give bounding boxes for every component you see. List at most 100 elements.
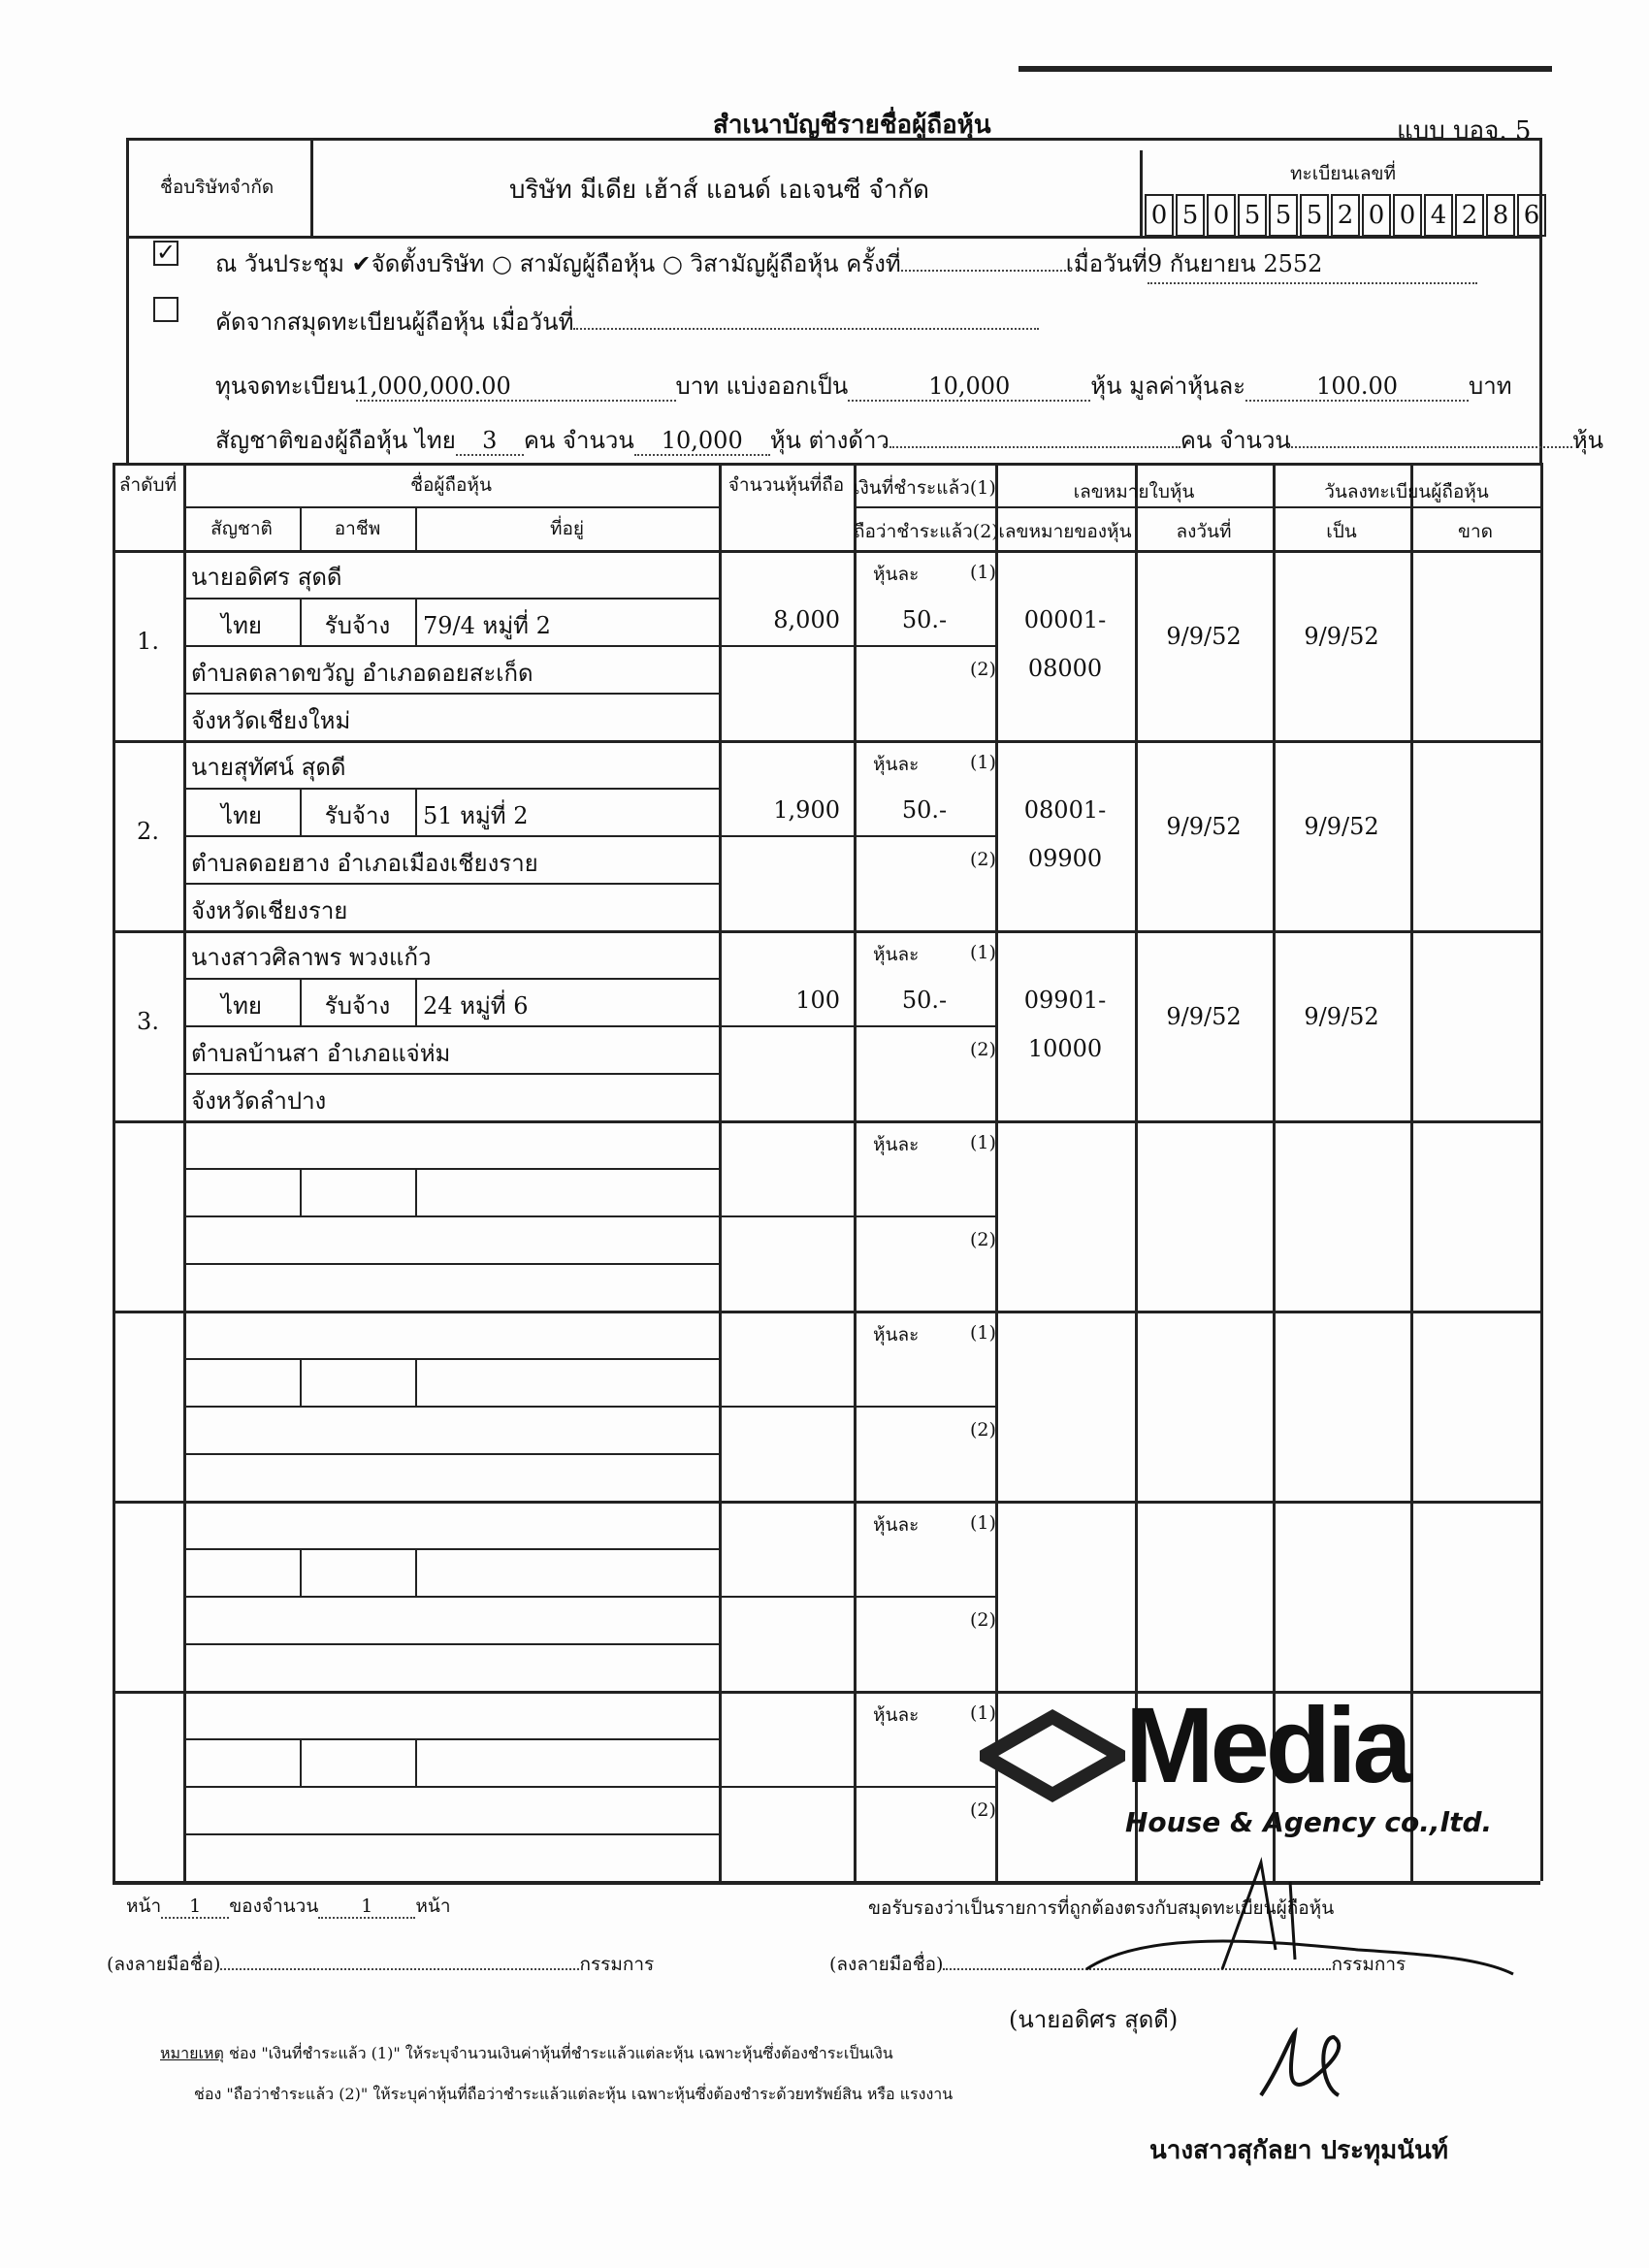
nat-person: คน จำนวน (523, 427, 634, 454)
per-share-label: หุ้นละ (873, 1324, 920, 1345)
per-share-label: หุ้นละ (873, 754, 920, 775)
header-cert: เลขหมายใบหุ้น (1073, 481, 1195, 502)
reg-digit: 5 (1238, 194, 1267, 237)
table-line (854, 463, 857, 1881)
table-line (183, 1643, 719, 1645)
copied-checkbox[interactable] (153, 297, 178, 322)
address-line-1: 79/4 หมู่ที่ 2 (423, 612, 551, 639)
form-code: แบบ บอจ. 5 (1397, 116, 1532, 146)
per-share-label: หุ้นละ (873, 564, 920, 585)
table-line (183, 1073, 719, 1075)
paid-per-share: 50.- (901, 796, 948, 824)
table-line (300, 1168, 302, 1215)
header-paid-1: เงินที่ชำระแล้ว(1) (854, 477, 996, 499)
reg-in-date: 9/9/52 (1304, 813, 1379, 840)
reg-label: ทะเบียนเลขที่ (1290, 163, 1397, 184)
capital-shares: 10,000 (848, 373, 1091, 402)
director-label-left: กรรมการ (579, 1954, 655, 1975)
mark-2: (2) (970, 849, 996, 870)
table-line (113, 463, 115, 1881)
radio-found-icon[interactable]: ✔ (351, 250, 372, 277)
radio-extra-icon[interactable]: ○ (662, 250, 683, 277)
header-nationality: สัญชาติ (210, 518, 273, 539)
reg-digit: 5 (1269, 194, 1298, 237)
media-logo-icon (980, 1708, 1125, 1803)
table-line (854, 1786, 995, 1788)
signer-name: (นายอดิศร สุดดี) (1009, 2006, 1179, 2033)
cert-from: 09901- (1023, 987, 1107, 1014)
table-line (719, 1406, 854, 1408)
nationality: ไทย (221, 612, 262, 639)
witness-name: นางสาวสุกัลยา ประทุมนันท์ (1149, 2136, 1448, 2165)
table-line (183, 1453, 719, 1455)
table-line (415, 978, 417, 1025)
table-line (719, 1596, 854, 1598)
reg-digit: 2 (1331, 194, 1360, 237)
table-line (854, 506, 995, 508)
table-line (854, 1215, 995, 1217)
nationality: ไทย (221, 992, 262, 1020)
header-address: ที่อยู่ (549, 518, 585, 539)
address-line-1: 24 หมู่ที่ 6 (423, 992, 529, 1020)
row-number: 1. (137, 628, 159, 655)
table-line (183, 1833, 719, 1835)
address-line-3: จังหวัดเชียงราย (191, 897, 348, 924)
table-line (183, 1168, 719, 1170)
table-line (113, 1120, 1540, 1123)
table-line (113, 1881, 1540, 1885)
header-cert-no: เลขหมายของหุ้น (998, 521, 1132, 542)
table-line (183, 978, 719, 980)
date-field[interactable]: 9 กันยายน 2552 (1147, 244, 1477, 284)
of-label: ของจำนวน (229, 1895, 319, 1917)
reg-in-date: 9/9/52 (1304, 1003, 1379, 1030)
table-line (415, 1168, 417, 1215)
table-line (113, 1501, 1540, 1504)
table-line (1135, 506, 1137, 1881)
reg-in-date: 9/9/52 (1304, 623, 1379, 650)
table-line (415, 1548, 417, 1596)
capital-amount: 1,000,000.00 (355, 373, 676, 402)
table-line (300, 506, 302, 550)
table-line (1540, 463, 1543, 1881)
certify-text: ขอรับรองว่าเป็นรายการที่ถูกต้องตรงกับสมุ… (868, 1897, 1335, 1919)
cert-to: 09900 (1027, 845, 1103, 872)
meeting-checkbox[interactable]: ✓ (153, 241, 178, 266)
table-line (183, 645, 719, 647)
shares-held: 8,000 (773, 606, 840, 633)
page-unit: หน้า (415, 1895, 451, 1917)
table-line (719, 645, 854, 647)
mark-2: (2) (970, 1039, 996, 1060)
occupation: รับจ้าง (324, 612, 391, 639)
table-line (854, 1596, 995, 1598)
form-title: สำเนาบัญชีรายชื่อผู้ถือหุ้น (713, 111, 991, 140)
opt-extra: วิสามัญผู้ถือหุ้น (690, 250, 839, 277)
mark-1: (1) (970, 752, 996, 773)
company-name: บริษัท มีเดีย เฮ้าส์ แอนด์ เอเจนซี จำกัด (509, 176, 929, 205)
capital-line: ทุนจดทะเบียน1,000,000.00 บาท แบ่งออกเป็น 1… (215, 367, 1512, 405)
copied-date-field[interactable] (573, 328, 1040, 330)
table-line (415, 1738, 417, 1786)
table-line (183, 788, 719, 790)
header-no: ลำดับที่ (118, 474, 178, 496)
per-share-label: หุ้นละ (873, 944, 920, 965)
table-line (113, 463, 1540, 466)
table-line (300, 978, 302, 1025)
time-field[interactable] (900, 270, 1066, 272)
table-line (183, 463, 186, 1881)
occupation: รับจ้าง (324, 802, 391, 829)
shareholder-name: นายสุทัศน์ สุดดี (191, 754, 346, 781)
nat-foreign: หุ้น ต่างด้าว (769, 427, 889, 454)
note-1: ช่อง "เงินที่ชำระแล้ว (1)" ให้ระบุจำนวนเ… (228, 2044, 893, 2062)
table-line (719, 1025, 854, 1027)
mark-2: (2) (970, 1799, 996, 1821)
table-line (854, 1406, 995, 1408)
table-line (719, 835, 854, 837)
table-line (719, 1215, 854, 1217)
reg-digit: 0 (1145, 194, 1174, 237)
signature-witness-icon (1259, 2027, 1342, 2097)
address-line-2: ตำบลดอยฮาง อำเภอเมืองเชียงราย (191, 850, 538, 877)
table-line (183, 883, 719, 885)
mark-2: (2) (970, 1229, 996, 1250)
capital-shares-unit: หุ้น มูลค่าหุ้นละ (1090, 373, 1246, 400)
radio-ordinary-icon[interactable]: ○ (492, 250, 512, 277)
